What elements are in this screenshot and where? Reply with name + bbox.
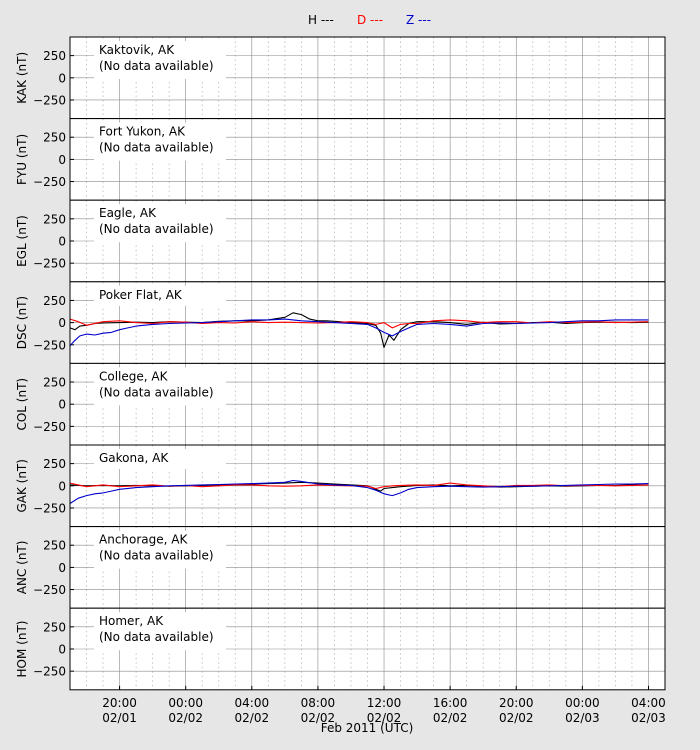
no-data-note: (No data available) xyxy=(99,222,214,236)
panel-egl: 250 0 −250 EGL (nT) Eagle, AK (No data availa… xyxy=(15,199,666,283)
series-z-line xyxy=(69,479,649,504)
x-tick-time: 20:00 xyxy=(102,696,137,710)
y-axis-label: HOM (nT) xyxy=(15,621,29,678)
station-name: Anchorage, AK xyxy=(99,533,188,547)
y-tick-label: 0 xyxy=(58,479,66,493)
y-tick-label: −250 xyxy=(33,175,66,189)
station-label-bg xyxy=(94,285,226,306)
y-tick-label: −250 xyxy=(33,501,66,515)
y-tick-label: 250 xyxy=(43,376,66,390)
x-axis: 20:0002/0100:0002/0204:0002/0208:0002/02… xyxy=(102,685,666,725)
station-label-bg xyxy=(94,41,226,79)
x-tick-time: 12:00 xyxy=(367,696,402,710)
panel-gak: 250 0 −250 GAK (nT) Gakona, AK xyxy=(15,444,666,528)
y-axis-label: COL (nT) xyxy=(15,378,29,431)
y-tick-label: 0 xyxy=(58,235,66,249)
station-label-bg xyxy=(94,367,226,406)
y-tick-label: 0 xyxy=(58,561,66,575)
station-name: Homer, AK xyxy=(99,614,164,628)
x-tick-date: 02/03 xyxy=(631,711,666,725)
panel-hom: 250 0 −250 HOM (nT) Homer, AK (No data availa… xyxy=(15,607,666,691)
panel-fyu: 250 0 −250 FYU (nT) Fort Yukon, AK (No data a… xyxy=(15,118,666,201)
x-axis-title: Feb 2011 (UTC) xyxy=(321,721,414,735)
y-tick-label: 250 xyxy=(43,131,66,145)
x-tick-time: 04:00 xyxy=(235,696,270,710)
y-tick-label: 0 xyxy=(58,316,66,330)
y-tick-label: −250 xyxy=(33,338,66,352)
y-axis-label: FYU (nT) xyxy=(15,134,29,185)
y-tick-label: 250 xyxy=(43,539,66,553)
station-label-bg xyxy=(94,122,226,161)
no-data-note: (No data available) xyxy=(99,549,214,563)
y-axis-label: DSC (nT) xyxy=(15,296,29,349)
station-name: Gakona, AK xyxy=(99,451,169,465)
y-tick-label: −250 xyxy=(33,93,66,107)
panel-anc: 250 0 −250 ANC (nT) Anchorage, AK (No data av… xyxy=(15,526,666,609)
series-z-line xyxy=(69,318,649,347)
y-axis-label: KAK (nT) xyxy=(15,52,29,104)
x-tick-date: 02/02 xyxy=(301,711,336,725)
legend-z: Z --- xyxy=(406,13,431,27)
station-name: Eagle, AK xyxy=(99,206,157,220)
x-tick-date: 02/02 xyxy=(235,711,270,725)
y-axis-label: ANC (nT) xyxy=(15,541,29,595)
x-tick-date: 02/02 xyxy=(367,711,402,725)
y-tick-label: 0 xyxy=(58,398,66,412)
no-data-note: (No data available) xyxy=(99,385,214,399)
y-tick-label: −250 xyxy=(33,583,66,597)
y-tick-label: 0 xyxy=(58,71,66,85)
panel-col: 250 0 −250 COL (nT) College, AK (No data avai… xyxy=(15,362,666,446)
panel-frame xyxy=(69,607,666,691)
y-axis-label: GAK (nT) xyxy=(15,459,29,513)
x-tick-date: 02/02 xyxy=(168,711,203,725)
y-tick-label: 250 xyxy=(43,49,66,63)
x-tick-date: 02/01 xyxy=(102,711,137,725)
series-d-line xyxy=(69,482,649,490)
y-tick-label: 250 xyxy=(43,457,66,471)
panel-kak: 250 0 −250 KAK (nT) Kaktovik, AK (No data ava… xyxy=(15,36,666,120)
y-tick-label: 0 xyxy=(58,643,66,657)
legend-h: H --- xyxy=(308,13,334,27)
no-data-note: (No data available) xyxy=(99,59,214,73)
x-tick-time: 20:00 xyxy=(499,696,534,710)
legend: H --- D --- Z --- xyxy=(308,13,431,27)
y-tick-label: 250 xyxy=(43,212,66,226)
panels: 250 0 −250 KAK (nT) Kaktovik, AK (No data ava… xyxy=(15,36,666,691)
station-name: Poker Flat, AK xyxy=(99,288,183,302)
x-tick-date: 02/03 xyxy=(565,711,600,725)
x-tick-time: 16:00 xyxy=(433,696,468,710)
station-label-bg xyxy=(94,204,226,243)
no-data-note: (No data available) xyxy=(99,630,214,644)
legend-d: D --- xyxy=(357,13,383,27)
y-tick-label: 0 xyxy=(58,153,66,167)
y-tick-label: −250 xyxy=(33,257,66,271)
x-tick-date: 02/02 xyxy=(499,711,534,725)
x-tick-time: 00:00 xyxy=(168,696,203,710)
station-name: Kaktovik, AK xyxy=(99,43,175,57)
no-data-note: (No data available) xyxy=(99,141,214,155)
y-tick-label: −250 xyxy=(33,665,66,679)
x-tick-time: 08:00 xyxy=(301,696,336,710)
station-label-bg xyxy=(94,449,226,469)
y-tick-label: 250 xyxy=(43,294,66,308)
y-tick-label: 250 xyxy=(43,620,66,634)
y-tick-label: −250 xyxy=(33,420,66,434)
station-name: College, AK xyxy=(99,369,169,383)
station-label-bg xyxy=(94,530,226,569)
panel-dsc: 250 0 −250 DSC (nT) Poker Flat, AK xyxy=(15,281,666,364)
x-tick-time: 04:00 xyxy=(631,696,666,710)
station-label-bg xyxy=(94,612,226,651)
x-tick-time: 00:00 xyxy=(565,696,600,710)
station-name: Fort Yukon, AK xyxy=(99,125,186,139)
x-tick-date: 02/02 xyxy=(433,711,468,725)
y-axis-label: EGL (nT) xyxy=(15,215,29,267)
